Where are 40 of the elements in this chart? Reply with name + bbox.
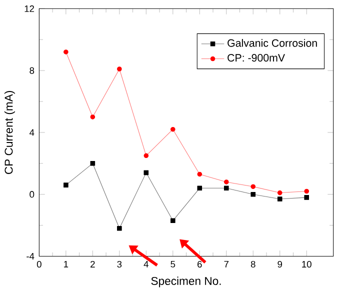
point	[224, 180, 229, 185]
x-tick-label: 6	[198, 261, 202, 268]
legend-label: Galvanic Corrosion	[228, 39, 317, 48]
x-axis-title: Specimen No.	[151, 276, 221, 288]
y-tick-label: -4	[26, 253, 34, 260]
x-tick-label: 0	[36, 261, 42, 268]
x-tick-label: 7	[224, 261, 229, 268]
x-tick-label: 1	[64, 261, 68, 268]
x-tick-label: 9	[278, 261, 282, 268]
y-tick-label: 12	[24, 6, 34, 12]
point	[224, 186, 229, 191]
point	[304, 195, 310, 200]
point	[277, 196, 282, 202]
point	[90, 114, 96, 120]
x-tick-label: 5	[170, 261, 176, 268]
point	[144, 154, 149, 158]
x-tick-label: 2	[90, 261, 95, 268]
y-tick-label: 4	[30, 129, 34, 136]
point	[144, 170, 149, 176]
point	[117, 226, 122, 232]
x-tick-label: 3	[117, 261, 122, 268]
x-tick-label: 8	[250, 261, 256, 268]
point	[197, 172, 202, 177]
y-axis-title: CP Current (mA)	[4, 91, 15, 174]
point	[170, 127, 176, 132]
point	[170, 218, 176, 224]
point	[64, 182, 68, 188]
point	[117, 66, 122, 72]
point	[90, 161, 96, 166]
point	[197, 186, 202, 191]
point	[250, 192, 256, 197]
x-tick-label: 4	[144, 261, 148, 268]
x-tick-label: 10	[302, 261, 312, 268]
point	[250, 184, 256, 190]
point	[64, 50, 68, 55]
y-tick-label: 8	[30, 68, 34, 74]
point	[304, 189, 310, 194]
y-tick-label: 0	[30, 191, 34, 198]
point	[277, 190, 282, 196]
legend-label: CP: -900mV	[228, 54, 285, 62]
